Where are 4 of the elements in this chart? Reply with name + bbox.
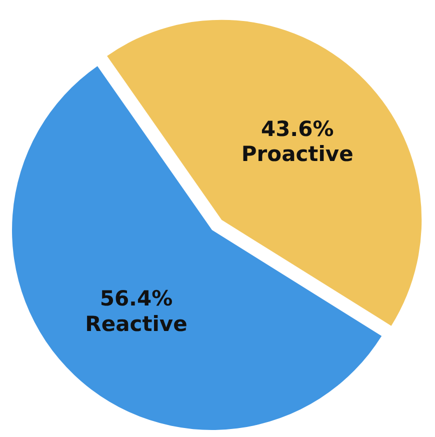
slice-label: Reactive: [85, 312, 188, 336]
slice-label: Proactive: [241, 142, 354, 166]
data-label: 43.6%: [260, 116, 334, 141]
data-label: 56.4%: [100, 286, 173, 311]
